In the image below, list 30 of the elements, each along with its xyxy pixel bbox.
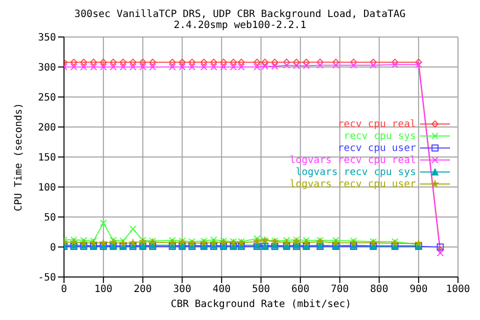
y-tick-label: 200: [38, 122, 56, 134]
x-tick-label: 800: [370, 284, 388, 296]
legend-label: recv cpu sys: [344, 130, 416, 142]
y-tick-label: 50: [44, 212, 56, 224]
x-tick-label: 200: [134, 284, 152, 296]
y-tick-label: 350: [38, 32, 56, 44]
x-tick-label: 900: [410, 284, 428, 296]
x-tick-label: 600: [291, 284, 310, 296]
legend-label: logvars recv cpu real: [290, 154, 416, 166]
x-tick-label: 1000: [446, 284, 470, 296]
x-tick-label: 0: [60, 284, 68, 296]
x-tick-label: 300: [173, 284, 192, 296]
chart-title: 300sec VanillaTCP DRS, UDP CBR Background Load, DataTAG: [73, 9, 407, 20]
legend-label: recv cpu real: [338, 118, 416, 130]
x-axis-title: CBR Background Rate (mbit/sec): [170, 299, 352, 310]
y-tick-label: 0: [50, 242, 56, 254]
x-tick-label: 100: [94, 284, 112, 296]
y-axis-title: CPU Time (seconds): [14, 102, 25, 212]
y-tick-label: 100: [38, 182, 56, 194]
x-tick-label: 400: [212, 284, 231, 296]
y-tick-label: -50: [38, 272, 56, 284]
legend-label: logvars recv cpu sys: [296, 166, 416, 178]
x-tick-label: 700: [330, 284, 349, 296]
legend-label: recv cpu user: [338, 142, 416, 154]
legend-label: logvars recv cpu user: [290, 178, 416, 190]
y-tick-label: 250: [38, 92, 56, 104]
chart-subtitle: 2.4.20smp web100-2.2.1: [172, 20, 308, 31]
y-tick-label: 300: [38, 62, 56, 74]
y-tick-label: 150: [38, 152, 56, 164]
x-tick-label: 500: [252, 284, 270, 296]
